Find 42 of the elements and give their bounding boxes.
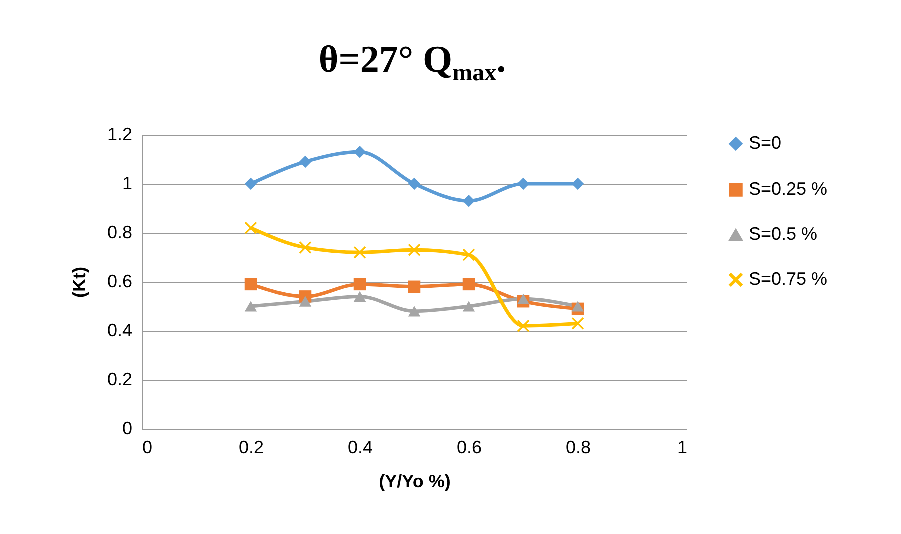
x-tick-label: 0: [142, 438, 153, 458]
point: [408, 306, 421, 317]
point: [517, 320, 530, 332]
y-tick-label: 0.6: [107, 272, 132, 292]
legend-label: S=0.75 %: [749, 269, 828, 289]
point: [572, 301, 584, 312]
y-tick-label: 0.4: [107, 320, 132, 340]
point: [572, 318, 584, 330]
point: [244, 278, 258, 291]
point: [299, 156, 312, 168]
y-tick-label: 1.2: [107, 124, 132, 144]
legend-label: S=0.25 %: [749, 179, 828, 199]
point: [408, 280, 421, 294]
point: [354, 246, 366, 259]
point: [244, 301, 258, 312]
x-tick-label: 0.2: [238, 438, 264, 458]
y-tick-label: 1: [122, 174, 132, 194]
chart-title: θ=27° Q$_{max}$.: [318, 38, 508, 88]
y-tick-label: 0.2: [107, 370, 132, 390]
point: [462, 301, 476, 312]
x-tick-label: 0.8: [566, 438, 592, 458]
point: [462, 195, 476, 208]
point: [517, 294, 530, 304]
point: [354, 278, 366, 291]
point: [462, 278, 476, 291]
y-tick-label: 0.8: [107, 222, 132, 242]
x-tick-label: 1: [677, 438, 688, 458]
point: [354, 291, 366, 302]
point: [408, 244, 421, 256]
x-tick-label: 0.6: [456, 438, 482, 458]
point: [462, 248, 476, 262]
y-tick-label: 0: [122, 418, 132, 438]
x-axis-title: (Y/Yo %): [379, 472, 451, 492]
point: [299, 296, 312, 307]
legend-label: S=0.5 %: [749, 224, 818, 244]
legend-label: S=0: [749, 133, 782, 153]
point: [244, 178, 258, 190]
point: [408, 178, 421, 190]
point: [244, 222, 258, 234]
x-tick-label: 0.4: [348, 438, 374, 458]
point: [299, 242, 312, 254]
y-axis-title: (Kt): [69, 267, 90, 298]
